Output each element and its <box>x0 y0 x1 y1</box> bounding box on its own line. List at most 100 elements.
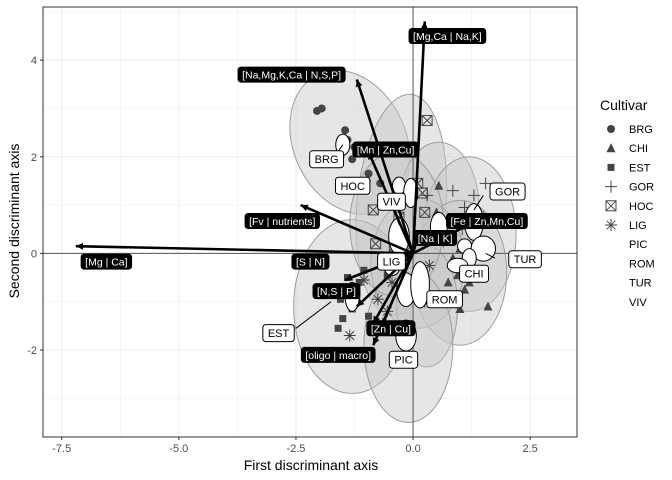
legend-entry: GOR <box>605 180 654 194</box>
arrow-labels: [Mg | Ca] [Mg,Ca | Na,K] [Na,Mg,K,Ca | N,S… <box>80 27 528 363</box>
legend-entry: LIG <box>605 219 647 232</box>
data-point-square <box>339 315 347 323</box>
legend-label: GOR <box>629 182 654 194</box>
arrow-label: [Mg | Ca] <box>80 253 133 270</box>
svg-text:[S | N]: [S | N] <box>296 257 325 269</box>
data-point-boxx <box>419 206 431 218</box>
svg-text:[Na,Mg,K,Ca | N,S,P]: [Na,Mg,K,Ca | N,S,P] <box>242 70 341 82</box>
svg-text:HOC: HOC <box>340 181 365 193</box>
x-tick-label: 0.0 <box>405 443 420 455</box>
arrow-label: [Mn | Zn,Cu] <box>352 141 419 158</box>
y-tick-label: 0 <box>31 248 37 260</box>
arrow-label: [Fv | nutrients] <box>244 213 320 230</box>
arrow-label: [Na | K] <box>413 229 458 246</box>
legend-key-square <box>607 163 615 171</box>
svg-text:[Mg | Ca]: [Mg | Ca] <box>85 257 127 269</box>
legend-entry: EST <box>607 162 651 174</box>
data-point-star <box>385 276 398 289</box>
legend-label: VIV <box>629 297 647 309</box>
data-point-circle <box>341 126 350 135</box>
y-tick-label: 2 <box>31 152 37 164</box>
cultivar-label: CHI <box>459 264 490 283</box>
arrow-label: [Fe | Zn,Mn,Cu] <box>446 213 528 230</box>
cultivar-label: VIV <box>377 192 406 211</box>
legend-label: LIG <box>629 220 647 232</box>
legend-label: CHI <box>629 143 648 155</box>
y-tick-label: -2 <box>27 345 37 357</box>
cultivar-label: BRG <box>309 150 345 169</box>
cultivar-labels: BRG HOC VIV GOR LIG TUR CHI ROM EST PIC <box>262 150 542 369</box>
data-point-triangle <box>434 180 444 190</box>
legend-entry: PIC <box>629 239 647 251</box>
loading-arrow <box>355 79 415 254</box>
svg-text:[Mn | Zn,Cu]: [Mn | Zn,Cu] <box>357 145 415 157</box>
data-point-circle <box>364 169 373 178</box>
svg-text:TUR: TUR <box>514 254 537 266</box>
data-point-square <box>336 295 344 303</box>
legend-title: Cultivar <box>600 97 648 113</box>
legend-entries: BRG CHI EST GOR HOC LIG PIC ROM TUR VIV <box>605 124 655 309</box>
panel-frame <box>42 6 578 438</box>
arrow-label: [Mg,Ca | Na,K] <box>408 27 487 44</box>
legend-label: TUR <box>629 278 652 290</box>
data-point-triangle <box>455 303 465 313</box>
loading-arrow <box>411 21 428 254</box>
cultivar-label: ROM <box>426 290 463 309</box>
data-point-plus <box>446 184 459 197</box>
svg-text:[oligo | macro]: [oligo | macro] <box>305 350 371 362</box>
svg-text:[N,S | P]: [N,S | P] <box>317 286 356 298</box>
loading-arrow <box>300 203 414 255</box>
legend-label: HOC <box>629 201 654 213</box>
arrow-label: [Na,Mg,K,Ca | N,S,P] <box>237 66 346 83</box>
data-point-square <box>334 324 342 332</box>
legend-key-circle <box>607 125 615 133</box>
centroid-ellipse <box>410 261 430 309</box>
arrow-label: [S | N] <box>291 253 330 270</box>
data-point-star <box>357 273 370 286</box>
svg-text:LIG: LIG <box>383 257 401 269</box>
svg-text:[Fe | Zn,Mn,Cu]: [Fe | Zn,Mn,Cu] <box>451 216 524 228</box>
svg-text:ROM: ROM <box>432 294 458 306</box>
legend-entry: BRG <box>607 124 653 136</box>
cultivar-label: GOR <box>489 182 526 201</box>
label-leader <box>485 252 496 259</box>
svg-text:VIV: VIV <box>383 197 401 209</box>
x-axis-title: First discriminant axis <box>244 457 379 473</box>
legend-entry: CHI <box>606 143 648 155</box>
svg-text:[Na | K]: [Na | K] <box>418 233 453 245</box>
panel-border <box>42 6 578 438</box>
data-point-star <box>423 259 436 272</box>
data-point-circle <box>317 104 326 113</box>
data-point-triangle <box>483 301 493 311</box>
data-point-boxx <box>370 238 382 250</box>
legend-label: ROM <box>629 258 655 270</box>
cultivar-label: HOC <box>334 176 371 195</box>
legend-entry: HOC <box>605 200 654 213</box>
loading-arrow <box>75 242 414 255</box>
legend-entry: VIV <box>629 297 647 309</box>
data-point-square <box>355 278 363 286</box>
data-point-square <box>383 271 391 279</box>
svg-text:[Fv | nutrients]: [Fv | nutrients] <box>249 216 315 228</box>
label-leader <box>473 195 484 211</box>
svg-text:[Zn | Cu]: [Zn | Cu] <box>371 323 411 335</box>
legend-key-boxx <box>605 200 617 212</box>
data-point-square <box>365 312 373 320</box>
svg-text:BRG: BRG <box>315 154 339 166</box>
data-point-star <box>371 293 384 306</box>
y-axis-title: Second discriminant axis <box>6 144 22 299</box>
data-point-plus <box>467 189 480 202</box>
svg-text:EST: EST <box>268 328 290 340</box>
legend-key-plus <box>605 180 617 193</box>
svg-text:PIC: PIC <box>394 355 412 367</box>
data-point-triangle <box>443 277 453 287</box>
legend-key-star <box>605 219 617 231</box>
legend-entry: ROM <box>629 258 655 270</box>
legend-label: BRG <box>629 124 653 136</box>
legend-label: PIC <box>629 239 647 251</box>
legend-label: EST <box>629 162 651 174</box>
x-tick-label: -7.5 <box>52 443 71 455</box>
x-tick-label: 2.5 <box>523 443 538 455</box>
cultivar-label: EST <box>262 324 295 343</box>
